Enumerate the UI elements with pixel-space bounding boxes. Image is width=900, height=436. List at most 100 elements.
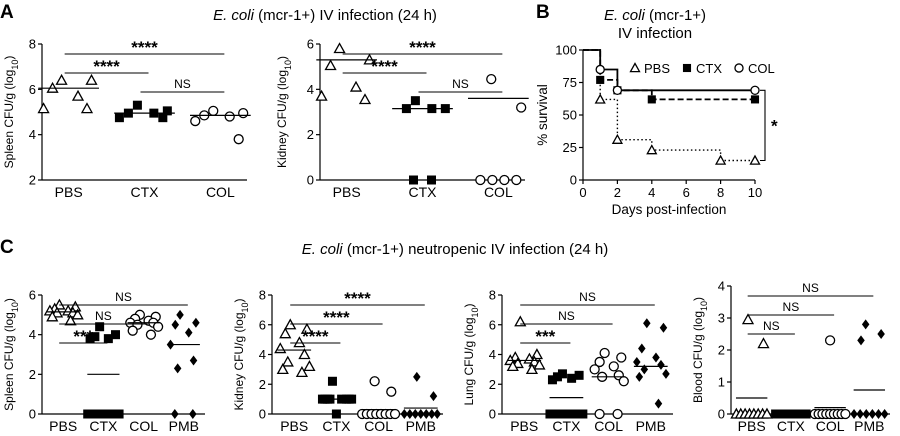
data-point-ctx-zero — [801, 409, 811, 419]
data-point-pbs — [37, 102, 50, 114]
y-tick-label: 2 — [307, 127, 314, 142]
survival-marker-col — [595, 64, 605, 75]
data-point-ctx-zero — [427, 175, 436, 185]
x-category-label-ctx: CTX — [131, 184, 160, 200]
data-point-pmb — [654, 398, 663, 409]
chart-c2: 0 2 4 6 8 PBS CTX COL PMB Kidney CFU/g (log10) ***… — [232, 288, 443, 434]
significance-label-ns: NS — [452, 77, 469, 91]
data-point-pmb-zero — [406, 409, 414, 419]
significance-label-ns: NS — [174, 77, 191, 91]
y-tick-label: 3 — [718, 311, 725, 326]
data-point-col-zero — [499, 174, 510, 186]
survival-marker-pbs — [646, 144, 658, 155]
significance-label-stars: **** — [409, 38, 436, 57]
data-point-pbs — [741, 313, 755, 325]
y-tick-label: 6 — [307, 37, 314, 52]
y-tick-label: 100 — [555, 43, 577, 58]
x-category-label-col: COL — [129, 418, 158, 434]
data-point-ctx-zero — [83, 409, 93, 419]
x-category-label-col: COL — [484, 184, 513, 200]
x-category-label-pbs: PBS — [49, 418, 77, 434]
data-point-pbs — [274, 342, 287, 354]
significance-label-ns: NS — [802, 281, 819, 295]
y-axis-label-subscript: 10 — [240, 302, 250, 312]
data-point-pmb — [635, 371, 644, 382]
y-axis-label-close: ) — [691, 297, 705, 301]
x-category-label-pmb: PMB — [406, 418, 436, 434]
significance-label-ns: NS — [95, 309, 112, 323]
data-point-pmb — [633, 356, 641, 367]
x-category-label-pbs: PBS — [333, 184, 361, 200]
x-category-label-col: COL — [206, 184, 235, 200]
survival-marker-ctx — [647, 95, 656, 104]
data-point-ctx — [114, 113, 124, 123]
x-category-label-pbs: PBS — [55, 184, 83, 200]
data-point-pmb — [659, 322, 668, 333]
data-point-pmb-zero — [427, 409, 436, 419]
y-tick-label: 4 — [29, 127, 36, 142]
y-tick-label: 8 — [489, 288, 496, 303]
data-point-pmb — [652, 352, 660, 363]
y-tick-label: 25 — [563, 140, 577, 155]
y-axis-label-close: ) — [232, 298, 246, 302]
data-point-col — [208, 105, 219, 117]
data-point-pmb-zero — [433, 409, 441, 419]
y-tick-label: 4 — [29, 327, 36, 342]
data-point-col — [824, 335, 836, 346]
survival-line-col — [583, 49, 755, 92]
y-tick-label: 2 — [29, 173, 36, 188]
data-point-col — [224, 111, 235, 122]
data-point-pmb-zero — [868, 409, 877, 419]
panel-label-a: A — [0, 2, 14, 23]
y-tick-label: 6 — [259, 317, 266, 332]
panel-a-title-species: E. coli — [213, 7, 255, 24]
y-tick-label: 0 — [259, 407, 266, 422]
panel-label-c: C — [0, 237, 14, 258]
data-point-pmb-zero — [171, 409, 179, 419]
significance-label-ns: NS — [783, 300, 800, 314]
x-tick-label: 10 — [748, 185, 762, 200]
data-point-ctx-zero — [106, 409, 116, 419]
y-tick-label: 0 — [489, 407, 496, 422]
data-point-ctx-zero — [114, 409, 124, 419]
y-tick-label: 2 — [259, 377, 266, 392]
x-axis-label: Days post-infection — [612, 202, 727, 217]
y-axis-label-text: Kidney CFU/g (log — [232, 312, 246, 410]
y-axis-label-subscript: 10 — [283, 60, 293, 70]
x-category-label-pmb: PMB — [169, 418, 199, 434]
data-point-pbs — [530, 348, 544, 360]
panel-a-title-rest: (mcr-1+) IV infection (24 h) — [254, 7, 437, 24]
data-point-col — [369, 376, 380, 387]
y-axis-label-close: ) — [275, 56, 289, 60]
data-point-ctx — [103, 334, 113, 344]
data-point-pbs — [279, 327, 292, 339]
data-point-pmb-zero — [880, 409, 889, 419]
legend-marker-pbs — [629, 62, 641, 73]
data-point-col — [589, 364, 600, 375]
y-tick-label: 0 — [570, 173, 577, 188]
data-point-pbs — [46, 310, 59, 322]
y-axis-label: % survival — [535, 84, 550, 146]
legend-marker-col — [734, 63, 744, 73]
y-tick-label: 8 — [29, 37, 36, 52]
y-axis-label-text: Blood CFU/g (log — [691, 311, 705, 403]
legend-marker-ctx — [682, 63, 692, 73]
significance-label-stars: *** — [535, 327, 555, 346]
x-tick-label: 4 — [648, 185, 655, 200]
survival-marker-col — [750, 85, 760, 96]
y-tick-label: 0 — [307, 173, 314, 188]
y-tick-label: 4 — [489, 347, 496, 362]
y-axis-label-text: Lung CFU/g (log — [462, 317, 476, 405]
y-axis-label: Spleen CFU/g (log10) — [2, 56, 20, 169]
panel-b-title-strain: (mcr-1+) — [645, 7, 706, 24]
legend-label-pbs: PBS — [644, 61, 670, 76]
x-tick-label: 8 — [717, 185, 724, 200]
data-point-ctx-zero — [553, 409, 563, 419]
y-tick-label: 6 — [489, 317, 496, 332]
chart-a1: 2 4 6 8 PBS CTX COL Spleen CFU/g (log10) **** ***… — [2, 37, 251, 200]
data-point-col-zero — [487, 174, 498, 186]
data-point-pbs — [55, 73, 68, 85]
y-axis-label-close: ) — [2, 56, 16, 60]
x-category-label-col: COL — [594, 418, 623, 434]
